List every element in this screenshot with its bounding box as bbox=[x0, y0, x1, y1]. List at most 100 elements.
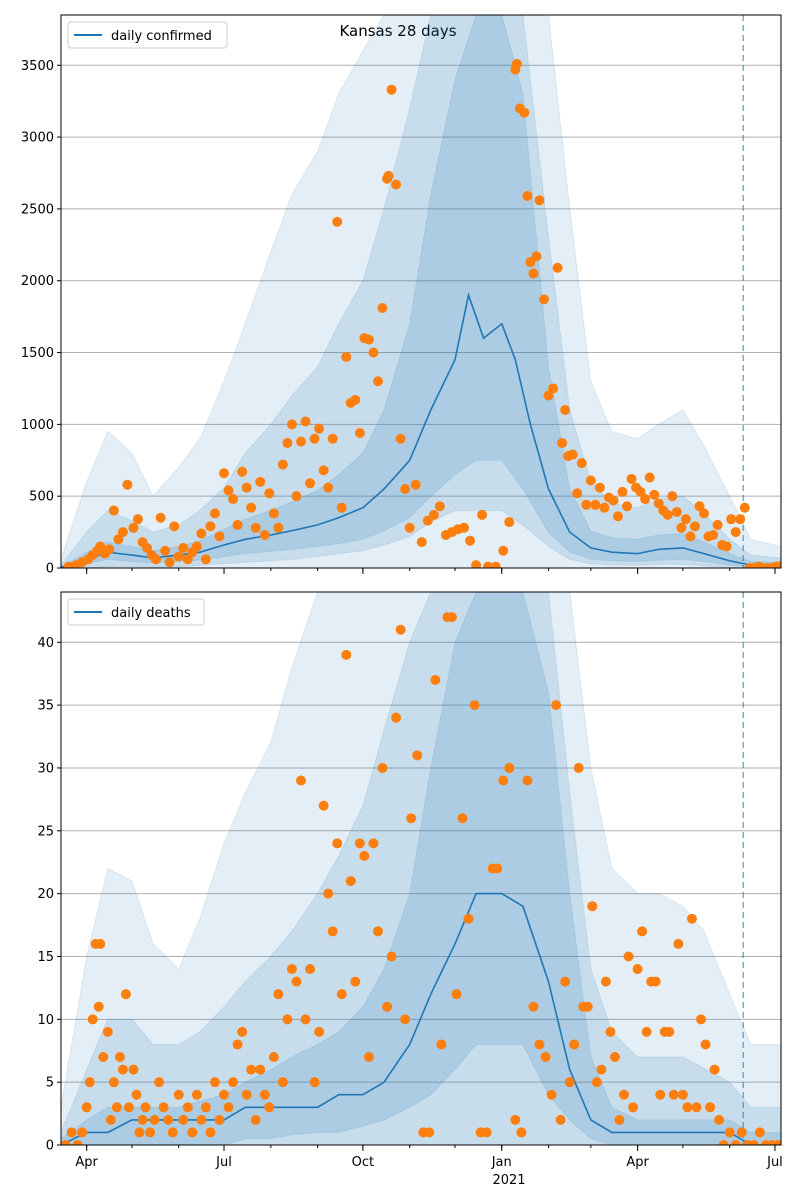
data-point bbox=[160, 545, 171, 556]
data-point bbox=[196, 528, 207, 539]
data-point bbox=[404, 522, 415, 533]
data-point bbox=[309, 1077, 320, 1088]
data-point bbox=[61, 1140, 71, 1145]
data-point bbox=[155, 512, 166, 523]
data-point bbox=[241, 482, 252, 493]
data-point bbox=[534, 195, 545, 206]
data-point bbox=[424, 1127, 435, 1138]
y-tick-label: 2500 bbox=[21, 202, 54, 217]
data-point bbox=[416, 537, 427, 548]
data-point bbox=[504, 762, 515, 773]
data-point bbox=[345, 876, 356, 887]
data-point bbox=[117, 1064, 128, 1075]
data-point bbox=[510, 1114, 521, 1125]
data-point bbox=[436, 1039, 447, 1050]
data-point bbox=[77, 1127, 88, 1138]
x-tick-label: Jul bbox=[215, 1155, 232, 1170]
data-point bbox=[754, 1127, 765, 1138]
data-point bbox=[332, 216, 343, 227]
y-tick-label: 5 bbox=[46, 1076, 54, 1091]
data-point bbox=[167, 1127, 178, 1138]
data-point bbox=[668, 1089, 679, 1100]
data-point bbox=[718, 1140, 729, 1145]
data-point bbox=[457, 813, 468, 824]
data-point bbox=[739, 502, 750, 513]
data-point bbox=[391, 179, 402, 190]
data-point bbox=[567, 449, 578, 460]
data-point bbox=[608, 495, 619, 506]
data-point bbox=[178, 542, 189, 553]
data-point bbox=[117, 527, 128, 538]
data-point bbox=[726, 514, 737, 525]
data-point bbox=[640, 494, 651, 505]
data-point bbox=[72, 1140, 83, 1145]
data-point bbox=[268, 508, 279, 519]
data-point bbox=[560, 405, 571, 415]
data-point bbox=[173, 551, 184, 562]
data-point bbox=[323, 888, 334, 899]
data-point bbox=[327, 926, 338, 937]
data-point bbox=[386, 84, 397, 95]
data-point bbox=[641, 1026, 652, 1037]
data-point bbox=[300, 1014, 311, 1025]
data-point bbox=[428, 509, 439, 520]
data-point bbox=[406, 813, 417, 824]
data-point bbox=[528, 268, 539, 279]
x-tick-label: Jul bbox=[766, 1155, 783, 1170]
data-point bbox=[128, 522, 139, 533]
data-point bbox=[123, 1102, 134, 1113]
data-point bbox=[214, 1114, 225, 1125]
y-tick-label: 40 bbox=[37, 636, 54, 651]
data-point bbox=[400, 1014, 411, 1025]
data-point bbox=[205, 521, 216, 532]
data-point bbox=[622, 501, 633, 512]
y-tick-label: 0 bbox=[46, 562, 54, 577]
data-point bbox=[250, 1114, 261, 1125]
data-point bbox=[395, 624, 406, 635]
chart-title: Kansas 28 days bbox=[339, 22, 456, 40]
data-point bbox=[572, 488, 583, 499]
data-point bbox=[282, 438, 293, 449]
data-point bbox=[531, 251, 542, 262]
data-point bbox=[650, 976, 661, 987]
data-point bbox=[296, 775, 306, 786]
data-point bbox=[596, 1064, 607, 1075]
data-point bbox=[451, 989, 462, 1000]
data-point bbox=[632, 964, 643, 975]
data-point bbox=[282, 1014, 293, 1025]
data-point bbox=[522, 775, 533, 786]
legend-box bbox=[67, 598, 205, 626]
data-point bbox=[671, 506, 682, 517]
data-point bbox=[134, 1127, 145, 1138]
data-point bbox=[655, 1089, 666, 1100]
data-point bbox=[434, 501, 445, 512]
data-point bbox=[286, 419, 297, 430]
data-point bbox=[214, 531, 225, 542]
uncertainty-band bbox=[61, 15, 781, 568]
data-point bbox=[264, 1102, 275, 1113]
data-point bbox=[481, 1127, 492, 1138]
data-point bbox=[551, 700, 562, 711]
data-point bbox=[548, 383, 559, 394]
data-point bbox=[232, 519, 243, 530]
data-point bbox=[724, 1127, 735, 1138]
data-point bbox=[400, 484, 411, 494]
data-point bbox=[691, 1102, 702, 1113]
data-point bbox=[104, 544, 115, 555]
data-point bbox=[341, 351, 352, 362]
data-point bbox=[689, 521, 700, 532]
data-point bbox=[120, 989, 131, 1000]
data-point bbox=[498, 545, 509, 556]
data-point bbox=[250, 522, 261, 533]
data-point bbox=[111, 1102, 122, 1113]
data-point bbox=[383, 170, 394, 181]
data-point bbox=[228, 1077, 239, 1088]
data-point bbox=[145, 1127, 156, 1138]
data-point bbox=[286, 964, 297, 975]
data-point bbox=[543, 390, 554, 401]
data-point bbox=[372, 376, 383, 387]
data-point bbox=[182, 1102, 193, 1113]
data-point bbox=[128, 1064, 139, 1075]
data-point bbox=[336, 989, 347, 1000]
data-point bbox=[200, 1102, 211, 1113]
